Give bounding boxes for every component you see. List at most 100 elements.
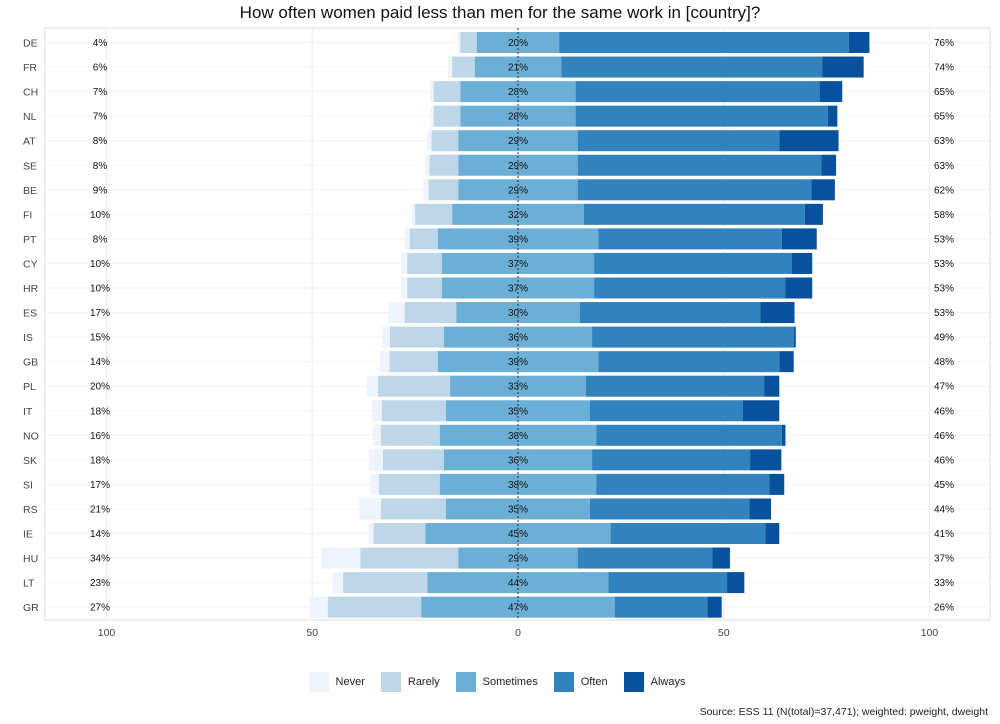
bar-always-se xyxy=(821,154,837,176)
bar-always-hr xyxy=(785,277,813,299)
x-tick-label: 0 xyxy=(515,627,521,639)
left-pct-label: 7% xyxy=(93,87,108,98)
left-pct-label: 10% xyxy=(90,284,110,295)
bar-always-pl xyxy=(764,375,780,397)
bar-never-be xyxy=(423,179,429,201)
bar-rarely-gr xyxy=(327,596,422,618)
bar-often-pl xyxy=(585,375,765,397)
bar-always-at xyxy=(779,130,839,152)
center-pct-label: 29% xyxy=(508,161,528,172)
left-pct-label: 8% xyxy=(93,234,108,245)
bar-never-ie xyxy=(368,523,374,544)
bar-always-fi xyxy=(804,203,823,225)
left-pct-label: 21% xyxy=(90,504,110,515)
bar-never-hu xyxy=(321,547,361,569)
country-label-se: SE xyxy=(23,160,37,172)
left-pct-label: 18% xyxy=(90,455,110,466)
right-pct-label: 26% xyxy=(934,603,954,614)
bar-rarely-se xyxy=(429,154,459,176)
bar-often-es xyxy=(579,302,761,324)
bar-often-sk xyxy=(592,449,751,471)
bar-often-ch xyxy=(575,81,820,103)
bar-rarely-fr xyxy=(452,56,475,78)
bar-often-pt xyxy=(598,228,782,250)
bar-often-no xyxy=(596,424,782,446)
legend-item-never: Never xyxy=(308,672,365,692)
bar-always-it xyxy=(742,400,780,422)
center-pct-label: 39% xyxy=(508,234,528,245)
bar-always-be xyxy=(811,179,835,201)
right-pct-label: 53% xyxy=(934,308,954,319)
bar-never-is xyxy=(382,326,391,348)
chart-title: How often women paid less than men for t… xyxy=(239,3,761,22)
bar-sometimes-fr xyxy=(474,56,562,78)
bar-always-ie xyxy=(765,523,780,544)
bar-rarely-lt xyxy=(343,572,428,594)
right-pct-label: 63% xyxy=(934,136,954,147)
bar-never-gb xyxy=(380,351,390,373)
legend-label: Rarely xyxy=(407,676,440,688)
bar-never-pt xyxy=(404,228,410,250)
left-pct-label: 17% xyxy=(90,308,110,319)
bar-sometimes-de xyxy=(476,32,560,53)
country-label-cy: CY xyxy=(23,258,38,270)
bar-rarely-rs xyxy=(380,498,446,520)
bar-often-si xyxy=(596,473,770,495)
right-pct-label: 48% xyxy=(934,357,954,368)
legend-swatch xyxy=(380,672,401,692)
legend: Never Rarely Sometimes Often Always xyxy=(0,672,1000,692)
bar-often-gr xyxy=(614,596,708,618)
bar-rarely-at xyxy=(431,130,459,152)
right-pct-label: 53% xyxy=(934,234,954,245)
center-pct-label: 33% xyxy=(508,382,528,393)
bar-layer xyxy=(309,32,870,618)
country-label-pt: PT xyxy=(23,234,37,246)
country-label-lt: LT xyxy=(23,578,35,590)
center-pct-label: 39% xyxy=(508,357,528,368)
right-pct-label: 46% xyxy=(934,431,954,442)
country-label-nl: NL xyxy=(23,111,37,123)
country-label-de: DE xyxy=(23,38,38,50)
right-pct-label: 76% xyxy=(934,38,954,49)
left-pct-label: 10% xyxy=(90,210,110,221)
right-pct-label: 46% xyxy=(934,455,954,466)
bar-often-hu xyxy=(577,547,713,569)
legend-label: Never xyxy=(335,676,365,688)
bar-never-se xyxy=(425,154,430,176)
country-label-is: IS xyxy=(23,332,33,344)
bar-never-cy xyxy=(401,252,408,274)
bar-always-nl xyxy=(827,105,838,127)
bar-rarely-fi xyxy=(415,203,453,225)
bar-often-rs xyxy=(590,498,750,520)
left-pct-label: 8% xyxy=(93,136,108,147)
bar-always-es xyxy=(760,302,795,324)
country-label-es: ES xyxy=(23,308,37,320)
bar-never-fi xyxy=(411,203,416,225)
bar-always-gr xyxy=(707,596,722,618)
bar-often-be xyxy=(577,179,812,201)
left-pct-label: 7% xyxy=(93,112,108,123)
country-label-at: AT xyxy=(23,136,36,148)
bar-never-nl xyxy=(430,105,434,127)
bar-rarely-ie xyxy=(373,523,426,544)
bar-rarely-be xyxy=(428,179,459,201)
bar-always-no xyxy=(781,424,786,446)
country-label-hr: HR xyxy=(23,283,39,295)
x-tick-label: 50 xyxy=(718,627,730,639)
bar-sometimes-pt xyxy=(437,228,599,250)
country-label-fr: FR xyxy=(23,62,37,74)
country-label-si: SI xyxy=(23,479,33,491)
right-pct-label: 37% xyxy=(934,554,954,565)
bar-rarely-hr xyxy=(407,277,442,299)
bar-often-fr xyxy=(561,56,823,78)
bar-rarely-it xyxy=(381,400,446,422)
country-label-ch: CH xyxy=(23,87,38,99)
left-pct-label: 6% xyxy=(93,63,108,74)
bar-often-is xyxy=(592,326,794,348)
bar-rarely-nl xyxy=(433,105,461,127)
center-pct-label: 45% xyxy=(508,529,528,540)
left-pct-label: 8% xyxy=(93,161,108,172)
right-pct-label: 41% xyxy=(934,529,954,540)
legend-swatch xyxy=(623,672,644,692)
